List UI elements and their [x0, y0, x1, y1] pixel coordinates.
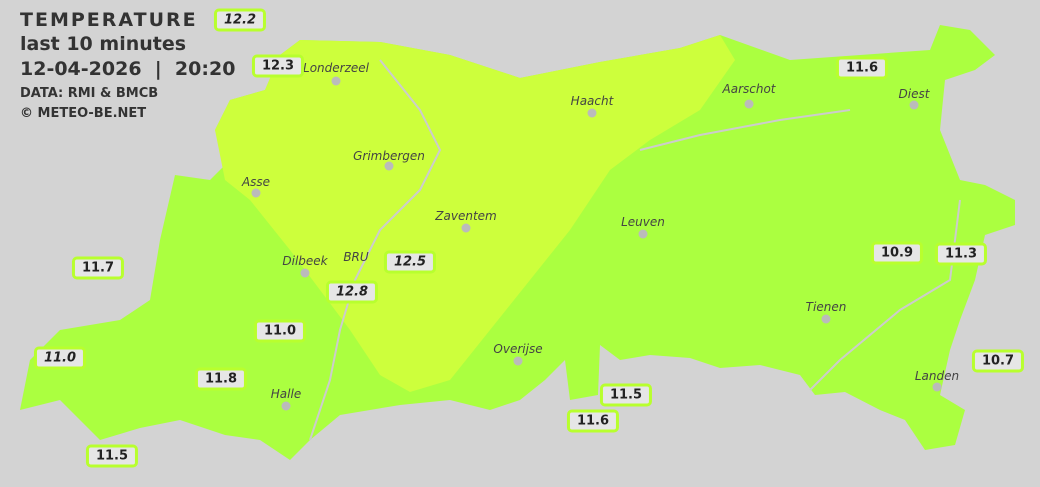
station-label[interactable]: 11.5: [85, 444, 139, 468]
city-dot: [744, 99, 754, 109]
city-label: Overijse: [493, 342, 543, 356]
city-label: Leuven: [621, 215, 665, 229]
city-dot: [821, 314, 831, 324]
station-label[interactable]: 11.0: [253, 319, 307, 343]
station-label[interactable]: 11.6: [835, 56, 889, 80]
station-label[interactable]: 11.7: [71, 256, 125, 280]
city-dot: [513, 356, 523, 366]
station-label[interactable]: 11.5: [599, 383, 653, 407]
station-label[interactable]: 12.3: [251, 54, 305, 78]
city-dot: [909, 100, 919, 110]
copyright: © METEO-BE.NET: [20, 106, 147, 121]
subtitle: last 10 minutes: [20, 33, 187, 55]
station-label[interactable]: 11.6: [566, 409, 620, 433]
station-label[interactable]: 12.5: [383, 250, 437, 274]
city-dot: [300, 268, 310, 278]
station-label[interactable]: 11.8: [194, 367, 248, 391]
city-label: Diest: [898, 87, 930, 101]
city-dot: [932, 382, 942, 392]
city-label: Landen: [914, 369, 960, 383]
city-label: Grimbergen: [353, 149, 425, 163]
city-label: Asse: [241, 175, 271, 189]
station-label[interactable]: 11.0: [33, 346, 87, 370]
city-dot: [587, 108, 597, 118]
station-label[interactable]: 11.3: [934, 242, 988, 266]
city-label: Zaventem: [435, 209, 497, 223]
title: TEMPERATURE: [20, 9, 198, 31]
city-label: Dilbeek: [282, 254, 328, 268]
canal-line: [309, 59, 442, 441]
city-dot: [461, 223, 471, 233]
station-label[interactable]: 10.9: [870, 241, 924, 265]
map-header: TEMPERATURE last 10 minutes 12-04-2026 |…: [20, 8, 235, 124]
city-dot: [384, 161, 394, 171]
city-label: Halle: [270, 387, 302, 401]
station-label[interactable]: 12.2: [213, 8, 267, 32]
station-label[interactable]: 10.7: [971, 349, 1025, 373]
city-label: BRU: [343, 250, 369, 264]
city-label: Tienen: [805, 300, 847, 314]
city-label: Londerzeel: [303, 61, 369, 75]
city-label: Aarschot: [722, 82, 776, 96]
city-label: Haacht: [570, 94, 614, 108]
data-source: DATA: RMI & BMCB: [20, 86, 159, 101]
datetime: 12-04-2026 | 20:20: [20, 58, 236, 80]
city-dot: [331, 76, 341, 86]
city-dot: [638, 229, 648, 239]
station-label[interactable]: 12.8: [325, 280, 379, 304]
city-dot: [281, 401, 291, 411]
city-dot: [251, 188, 261, 198]
